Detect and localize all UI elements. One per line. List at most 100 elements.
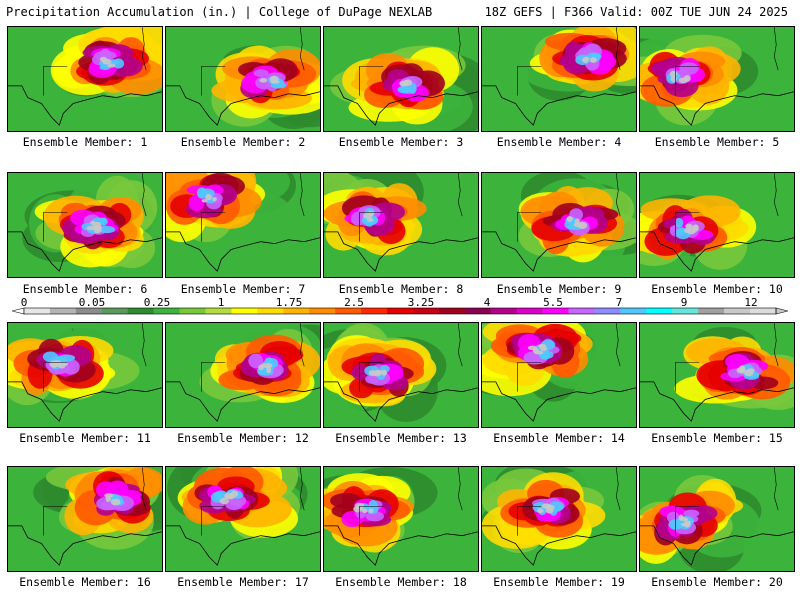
precip-map xyxy=(640,323,794,427)
ensemble-member-label: Ensemble Member: 2 xyxy=(180,135,306,149)
coastline xyxy=(482,231,636,272)
colorbar-tick-label: 0.05 xyxy=(79,296,106,309)
ensemble-panel xyxy=(639,172,795,278)
precip-contour xyxy=(263,362,273,369)
precip-map xyxy=(640,27,794,131)
coastline xyxy=(324,381,478,422)
colorbar-segment xyxy=(542,308,569,314)
precip-map xyxy=(166,173,320,277)
state-border xyxy=(359,173,463,242)
precip-map xyxy=(8,173,162,277)
colorbar-segment xyxy=(438,308,466,314)
colorbar-tick-label: 7 xyxy=(616,296,623,309)
colorbar-segment xyxy=(335,308,362,314)
precip-contour xyxy=(98,225,116,234)
ensemble-member-label: Ensemble Member: 14 xyxy=(493,431,625,445)
ensemble-panel xyxy=(481,466,637,572)
precip-contour xyxy=(205,193,212,201)
precip-contour xyxy=(381,369,387,376)
ensemble-member-label: Ensemble Member: 16 xyxy=(19,575,151,589)
colorbar-tick-label: 0 xyxy=(21,296,28,309)
coastline xyxy=(324,231,478,272)
colorbar-right-arrow xyxy=(775,307,788,315)
colorbar-tick-label: 1 xyxy=(218,296,225,309)
precip-contour xyxy=(582,57,589,64)
ensemble-member-label: Ensemble Member: 15 xyxy=(651,431,783,445)
state-border xyxy=(675,323,779,392)
precip-contour xyxy=(669,70,678,78)
precip-map xyxy=(8,323,162,427)
ensemble-panel xyxy=(323,466,479,572)
state-border xyxy=(517,467,621,536)
precip-contour xyxy=(259,78,268,83)
colorbar-segment xyxy=(594,308,621,314)
state-border xyxy=(43,27,147,96)
precip-contour xyxy=(744,369,754,377)
ensemble-panel xyxy=(7,172,163,278)
precip-contour xyxy=(270,82,287,89)
colorbar-segment xyxy=(309,308,336,314)
precip-contour xyxy=(679,62,699,75)
ensemble-panel xyxy=(639,26,795,132)
ensemble-panel xyxy=(7,466,163,572)
precip-contour xyxy=(365,374,380,384)
state-border xyxy=(43,467,147,536)
precip-map xyxy=(324,27,478,131)
precip-contour xyxy=(104,493,114,498)
state-border xyxy=(517,323,621,392)
precip-contour xyxy=(58,354,76,362)
precip-map xyxy=(8,467,162,571)
colorbar-tick-label: 9 xyxy=(681,296,688,309)
colorbar-segment xyxy=(24,308,51,314)
precip-contour xyxy=(566,215,573,222)
precip-colorbar: 0 0.05 0.25 1 1.75 2.5 3.25 4 5.5 7 9 12 xyxy=(12,296,788,318)
precip-map xyxy=(166,27,320,131)
precip-contour xyxy=(573,222,583,228)
ensemble-panel xyxy=(481,172,637,278)
state-border xyxy=(359,467,463,536)
ensemble-panel xyxy=(323,172,479,278)
coastline xyxy=(8,85,162,126)
colorbar-segment xyxy=(101,308,129,314)
precip-contour xyxy=(58,362,66,369)
ensemble-member-label: Ensemble Member: 8 xyxy=(338,282,464,296)
precip-map xyxy=(482,173,636,277)
colorbar-segment xyxy=(49,308,77,314)
precip-map xyxy=(640,173,794,277)
colorbar-segment xyxy=(231,308,258,314)
run-info: 18Z GEFS | F366 Valid: 00Z TUE JUN 24 20… xyxy=(484,5,788,19)
coastline xyxy=(166,525,320,566)
precip-contour xyxy=(258,364,264,371)
coastline xyxy=(640,231,794,272)
coastline xyxy=(640,525,794,566)
coastline xyxy=(8,381,162,422)
colorbar-segment xyxy=(412,308,440,314)
precip-contour xyxy=(683,520,691,528)
ensemble-member-label: Ensemble Member: 4 xyxy=(496,135,622,149)
precip-contour xyxy=(538,343,547,349)
state-border xyxy=(43,173,147,242)
colorbar-segment xyxy=(127,308,154,314)
state-border xyxy=(675,27,779,96)
colorbar-segment xyxy=(620,308,647,314)
ensemble-member-label: Ensemble Member: 9 xyxy=(496,282,622,296)
precip-map xyxy=(482,27,636,131)
coastline xyxy=(324,525,478,566)
map-header: Precipitation Accumulation (in.) | Colle… xyxy=(0,0,800,24)
precip-contour xyxy=(532,347,540,354)
coastline xyxy=(166,85,320,126)
precip-contour xyxy=(685,223,693,229)
precip-contour xyxy=(224,492,234,500)
ensemble-member-label: Ensemble Member: 11 xyxy=(19,431,151,445)
ensemble-member-label: Ensemble Member: 17 xyxy=(177,575,309,589)
ensemble-panel xyxy=(165,322,321,428)
precip-contour xyxy=(541,503,552,509)
state-border xyxy=(201,323,305,392)
precip-map xyxy=(482,467,636,571)
precip-contour xyxy=(86,225,97,231)
precip-contour xyxy=(674,217,684,228)
precip-contour xyxy=(545,507,554,514)
coastline xyxy=(8,231,162,272)
precip-contour xyxy=(201,199,208,203)
coastline xyxy=(640,85,794,126)
